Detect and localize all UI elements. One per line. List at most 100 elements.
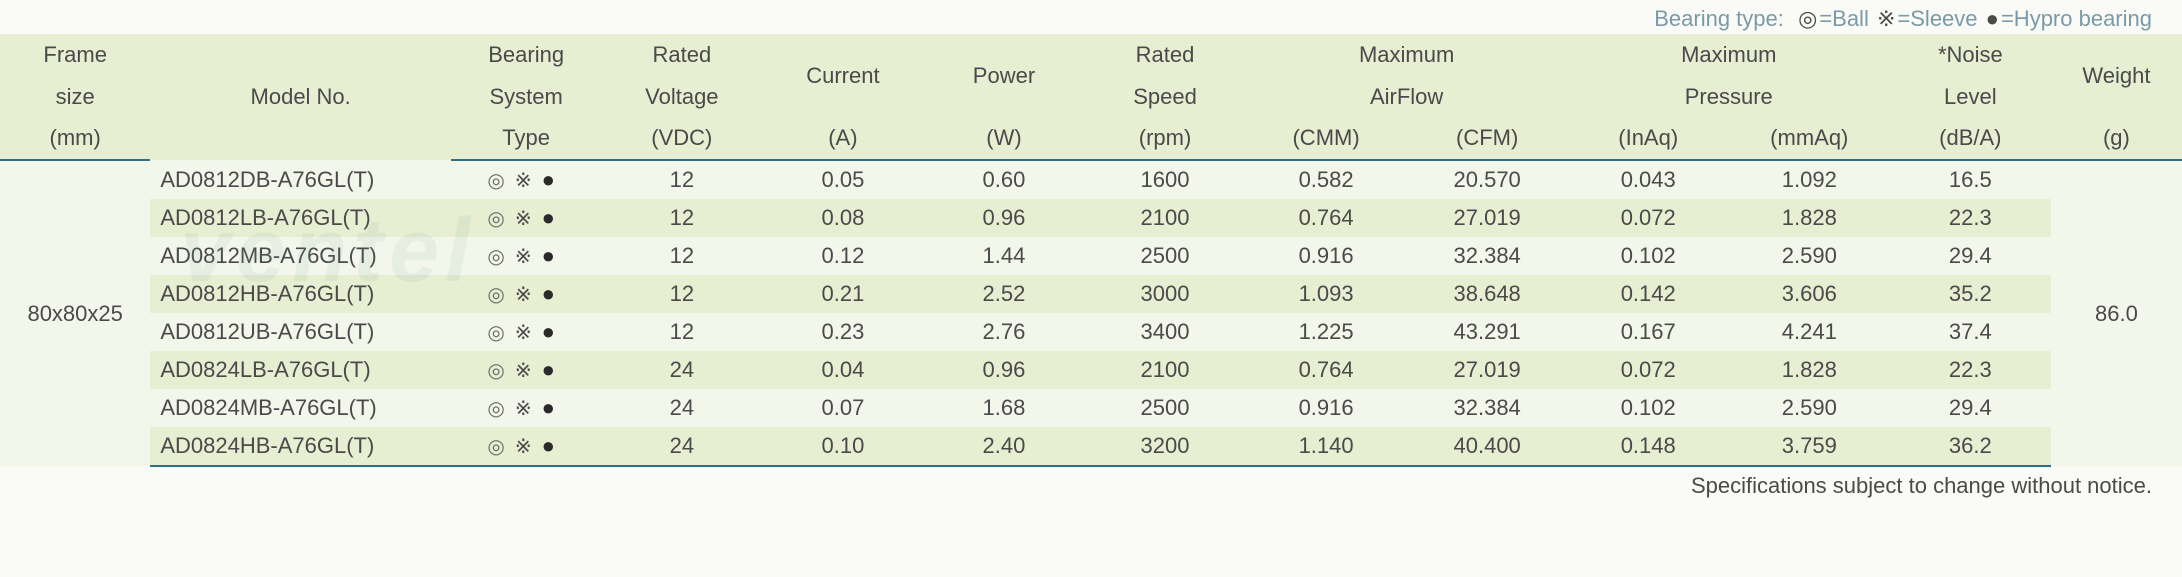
hdr-cfm: (CFM)	[1407, 117, 1568, 160]
curr-cell: 0.12	[762, 237, 923, 275]
ball-icon: ◎	[487, 246, 514, 268]
model-cell: AD0824LB-A76GL(T)	[150, 351, 451, 389]
curr-cell: 0.04	[762, 351, 923, 389]
table-row: AD0812MB-A76GL(T)◎※●120.121.4425000.9163…	[0, 237, 2182, 275]
curr-cell: 0.10	[762, 427, 923, 466]
cmm-cell: 1.225	[1246, 313, 1407, 351]
ball-icon: ◎	[487, 284, 514, 306]
speed-cell: 3000	[1085, 275, 1246, 313]
inaq-cell: 0.043	[1568, 160, 1729, 199]
noise-cell: 22.3	[1890, 351, 2051, 389]
model-cell: AD0812LB-A76GL(T)	[150, 199, 451, 237]
ball-icon: ◎	[1798, 6, 1817, 31]
power-cell: 1.44	[923, 237, 1084, 275]
ball-icon: ◎	[487, 208, 514, 230]
frame-size-cell: 80x80x25	[0, 160, 150, 466]
legend-label: Bearing type:	[1654, 6, 1784, 31]
power-cell: 0.96	[923, 351, 1084, 389]
bearing-type-cell: ◎※●	[451, 427, 601, 466]
sleeve-icon: ※	[515, 284, 542, 306]
mmaq-cell: 3.606	[1729, 275, 1890, 313]
volt-cell: 12	[601, 199, 762, 237]
volt-cell: 24	[601, 389, 762, 427]
ball-icon: ◎	[487, 170, 514, 192]
model-cell: AD0812HB-A76GL(T)	[150, 275, 451, 313]
hdr-current: Current	[762, 34, 923, 117]
speed-cell: 2500	[1085, 237, 1246, 275]
table-row: AD0824MB-A76GL(T)◎※●240.071.6825000.9163…	[0, 389, 2182, 427]
mmaq-cell: 1.828	[1729, 199, 1890, 237]
bearing-legend: Bearing type: ◎=Ball ※=Sleeve ●=Hypro be…	[0, 0, 2182, 34]
hdr-curr-l2: (A)	[762, 117, 923, 160]
hdr-frame-l1: Frame	[0, 34, 150, 76]
sleeve-icon: ※	[515, 322, 542, 344]
ball-icon: ◎	[487, 436, 514, 458]
cfm-cell: 43.291	[1407, 313, 1568, 351]
hdr-airflow-l1: Maximum	[1246, 34, 1568, 76]
cmm-cell: 0.764	[1246, 199, 1407, 237]
bearing-type-cell: ◎※●	[451, 275, 601, 313]
cmm-cell: 1.140	[1246, 427, 1407, 466]
noise-cell: 29.4	[1890, 237, 2051, 275]
hdr-cmm: (CMM)	[1246, 117, 1407, 160]
cfm-cell: 20.570	[1407, 160, 1568, 199]
curr-cell: 0.05	[762, 160, 923, 199]
hdr-speed-l1: Rated	[1085, 34, 1246, 76]
noise-cell: 16.5	[1890, 160, 2051, 199]
cfm-cell: 40.400	[1407, 427, 1568, 466]
model-cell: AD0824MB-A76GL(T)	[150, 389, 451, 427]
volt-cell: 24	[601, 351, 762, 389]
power-cell: 0.96	[923, 199, 1084, 237]
speed-cell: 2100	[1085, 199, 1246, 237]
hypro-icon: ●	[542, 167, 565, 192]
noise-cell: 35.2	[1890, 275, 2051, 313]
hypro-icon: ●	[1986, 6, 1999, 31]
ball-icon: ◎	[487, 322, 514, 344]
cmm-cell: 0.916	[1246, 389, 1407, 427]
hypro-icon: ●	[542, 395, 565, 420]
bearing-type-cell: ◎※●	[451, 389, 601, 427]
table-header: Frame Model No. Bearing Rated Current Po…	[0, 34, 2182, 160]
sleeve-icon: ※	[1877, 6, 1895, 31]
bearing-type-cell: ◎※●	[451, 313, 601, 351]
model-cell: AD0824HB-A76GL(T)	[150, 427, 451, 466]
model-cell: AD0812UB-A76GL(T)	[150, 313, 451, 351]
ball-icon: ◎	[487, 398, 514, 420]
hypro-icon: ●	[542, 281, 565, 306]
power-cell: 2.76	[923, 313, 1084, 351]
mmaq-cell: 4.241	[1729, 313, 1890, 351]
power-cell: 2.40	[923, 427, 1084, 466]
cfm-cell: 32.384	[1407, 237, 1568, 275]
hdr-pressure-l1: Maximum	[1568, 34, 1890, 76]
table-row: AD0824LB-A76GL(T)◎※●240.040.9621000.7642…	[0, 351, 2182, 389]
speed-cell: 2100	[1085, 351, 1246, 389]
power-cell: 2.52	[923, 275, 1084, 313]
inaq-cell: 0.142	[1568, 275, 1729, 313]
hdr-noise-l3: (dB/A)	[1890, 117, 2051, 160]
bearing-type-cell: ◎※●	[451, 199, 601, 237]
sleeve-icon: ※	[515, 246, 542, 268]
hdr-bearing-l1: Bearing	[451, 34, 601, 76]
hdr-frame-l3: (mm)	[0, 117, 150, 160]
volt-cell: 12	[601, 237, 762, 275]
hypro-text: =Hypro bearing	[2001, 6, 2152, 31]
curr-cell: 0.07	[762, 389, 923, 427]
table-row: AD0812HB-A76GL(T)◎※●120.212.5230001.0933…	[0, 275, 2182, 313]
footnote-text: Specifications subject to change without…	[0, 467, 2182, 499]
model-cell: AD0812DB-A76GL(T)	[150, 160, 451, 199]
volt-cell: 12	[601, 313, 762, 351]
speed-cell: 3200	[1085, 427, 1246, 466]
noise-cell: 36.2	[1890, 427, 2051, 466]
cmm-cell: 1.093	[1246, 275, 1407, 313]
hypro-icon: ●	[542, 433, 565, 458]
ball-icon: ◎	[487, 360, 514, 382]
mmaq-cell: 2.590	[1729, 237, 1890, 275]
inaq-cell: 0.072	[1568, 199, 1729, 237]
table-row: AD0812UB-A76GL(T)◎※●120.232.7634001.2254…	[0, 313, 2182, 351]
speed-cell: 1600	[1085, 160, 1246, 199]
hdr-volt-l3: (VDC)	[601, 117, 762, 160]
speed-cell: 2500	[1085, 389, 1246, 427]
power-cell: 0.60	[923, 160, 1084, 199]
hdr-volt-l2: Voltage	[601, 76, 762, 118]
cfm-cell: 27.019	[1407, 199, 1568, 237]
